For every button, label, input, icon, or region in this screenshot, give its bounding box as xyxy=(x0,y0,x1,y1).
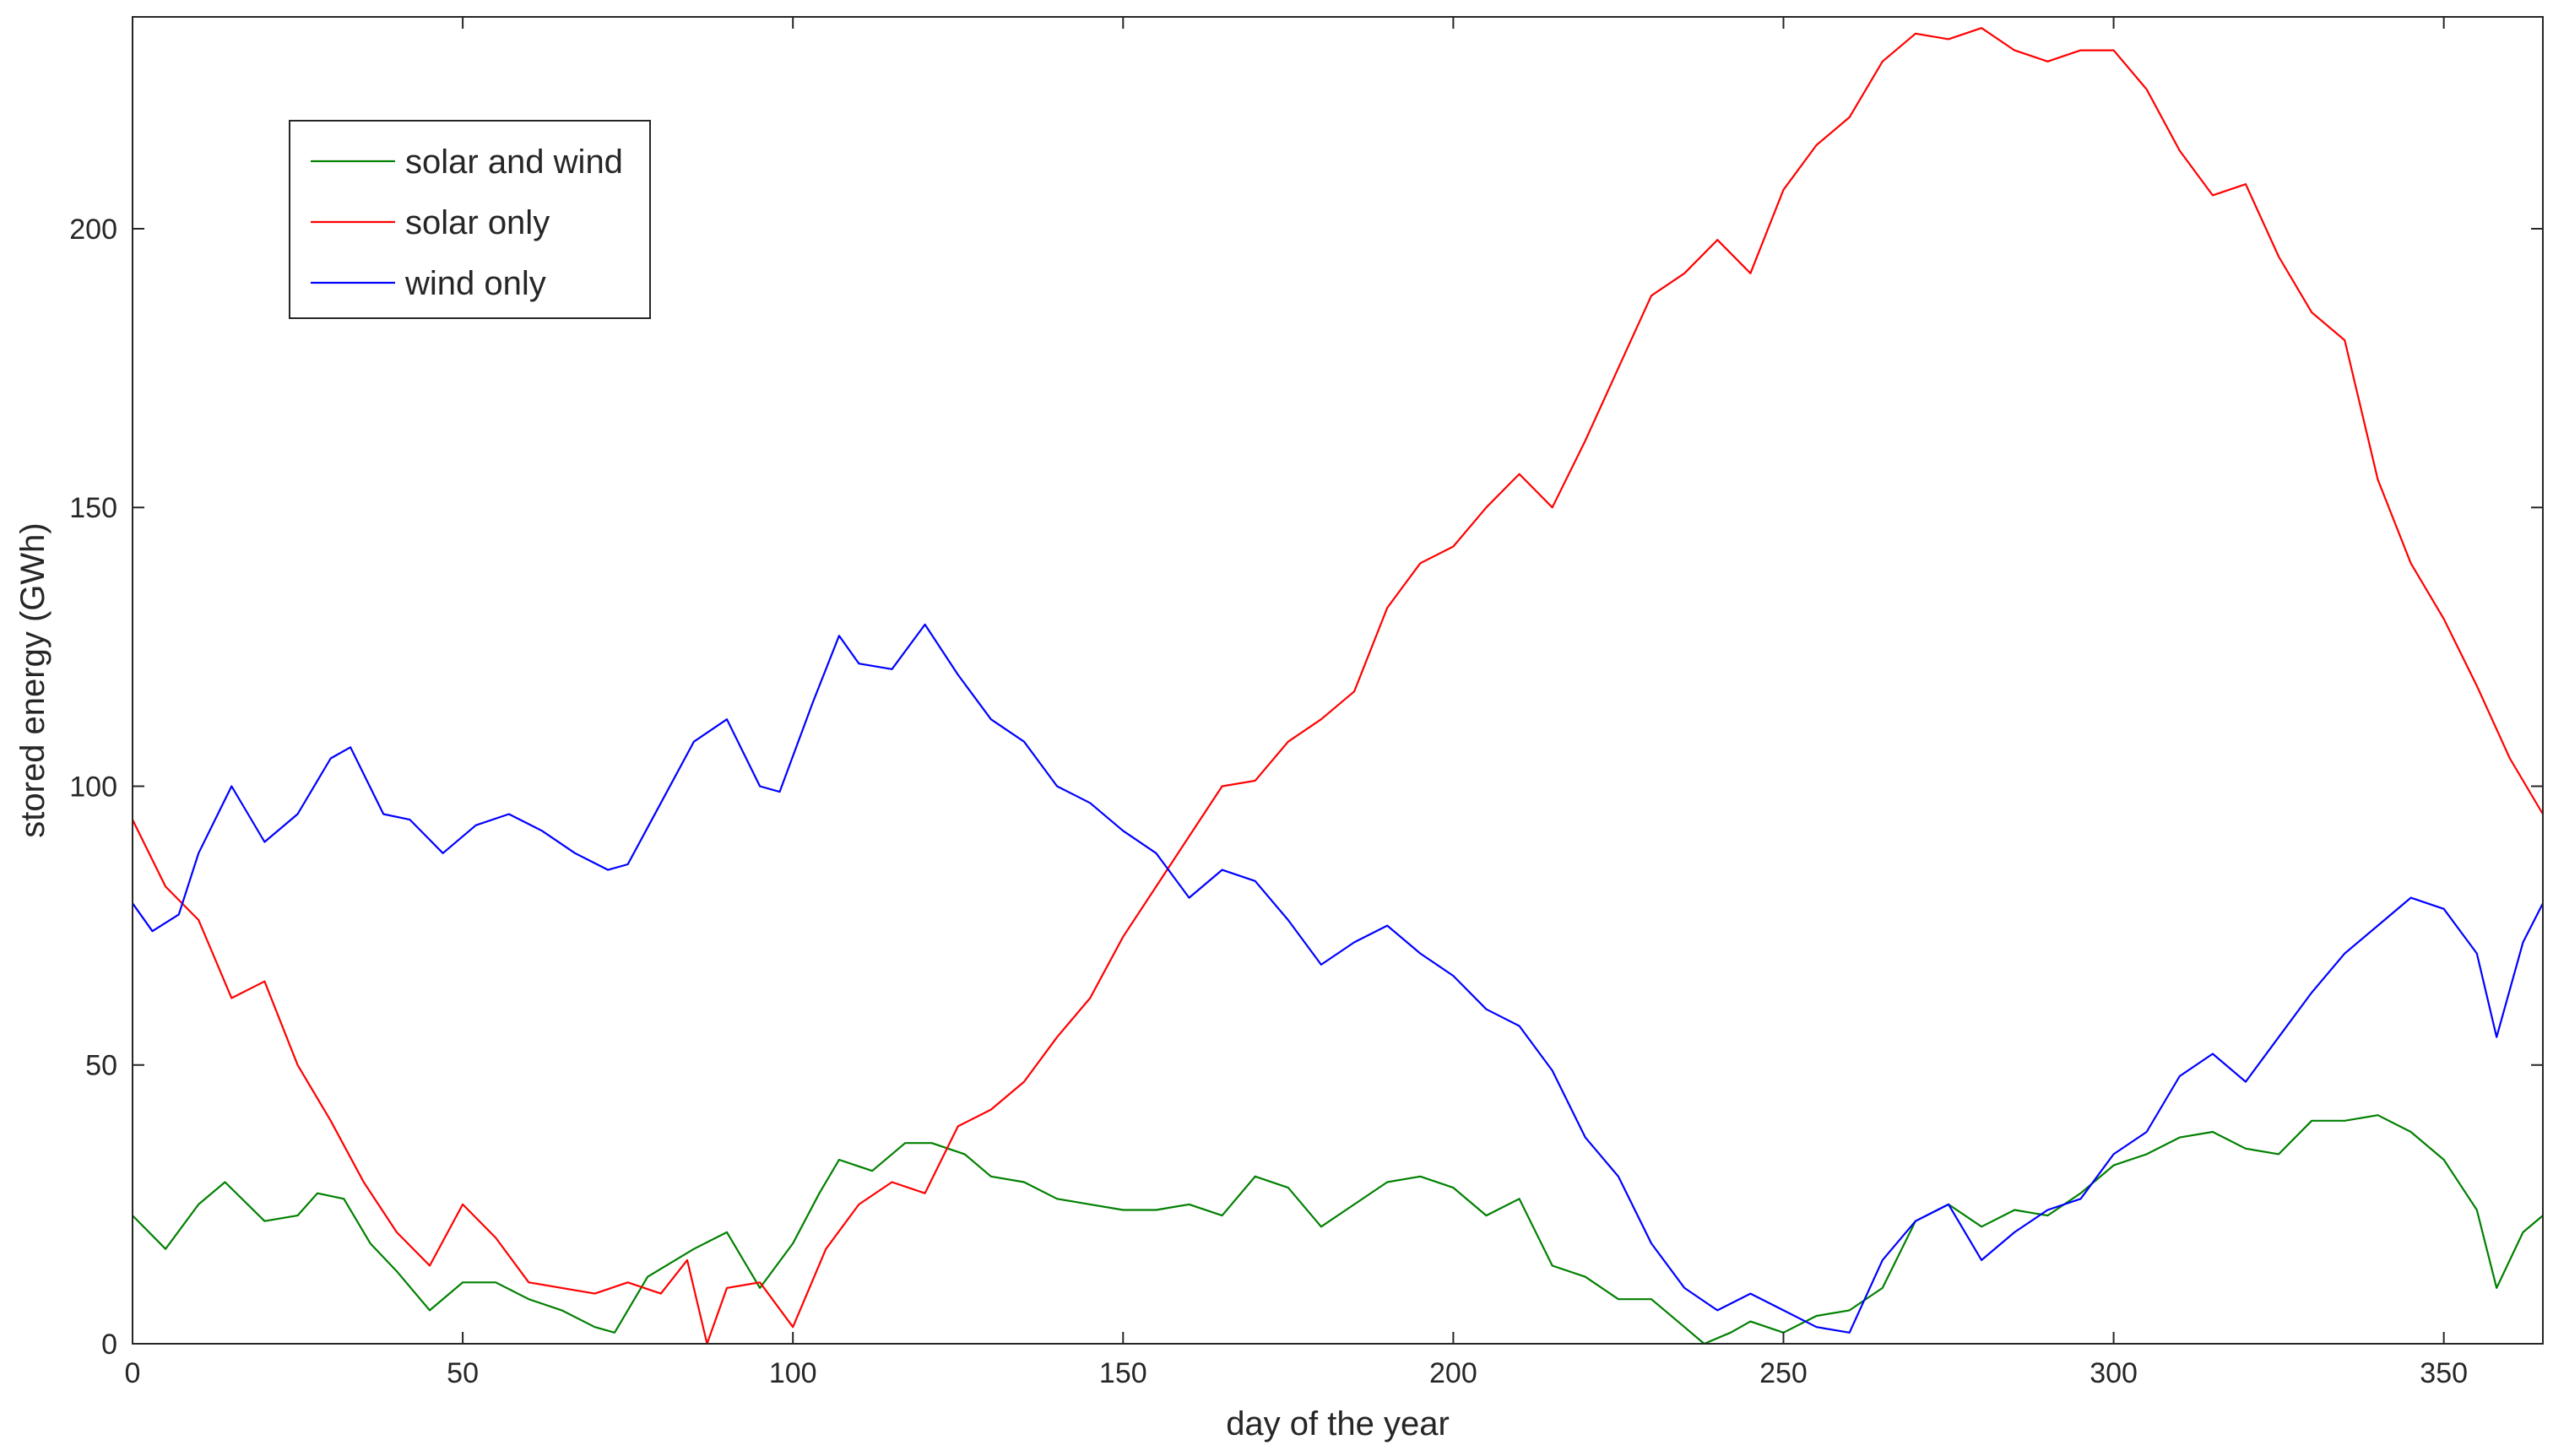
series-layer xyxy=(132,27,2544,1345)
y-tick-label: 0 xyxy=(101,1329,117,1361)
legend-label: wind only xyxy=(404,265,546,302)
axis-ticks: 0 50 100 150 200 250 300 350 0 50 100 150 200 xyxy=(69,17,2543,1389)
x-tick-label: 250 xyxy=(1759,1357,1808,1389)
series-line-1 xyxy=(132,27,2544,1345)
x-tick-label: 350 xyxy=(2420,1357,2468,1389)
legend-label: solar and wind xyxy=(405,143,623,181)
y-axis-label: stored energy (GWh) xyxy=(14,522,51,837)
series-line-0 xyxy=(132,1114,2544,1345)
y-tick-label: 200 xyxy=(69,214,117,246)
legend-box xyxy=(289,120,651,319)
x-tick-label: 50 xyxy=(447,1357,479,1389)
x-tick-label: 100 xyxy=(769,1357,817,1389)
legend: solar and wind solar only wind only xyxy=(289,120,651,319)
x-tick-label: 200 xyxy=(1429,1357,1477,1389)
x-tick-label: 0 xyxy=(125,1357,141,1389)
series-line-2 xyxy=(132,623,2544,1334)
y-tick-label: 100 xyxy=(69,771,117,803)
y-tick-label: 150 xyxy=(69,492,117,524)
legend-label: solar only xyxy=(405,204,550,241)
y-tick-label: 50 xyxy=(85,1050,117,1082)
plot-frame xyxy=(132,16,2544,1345)
x-tick-label: 150 xyxy=(1099,1357,1147,1389)
x-tick-label: 300 xyxy=(2090,1357,2138,1389)
x-axis-label: day of the year xyxy=(1226,1405,1450,1442)
